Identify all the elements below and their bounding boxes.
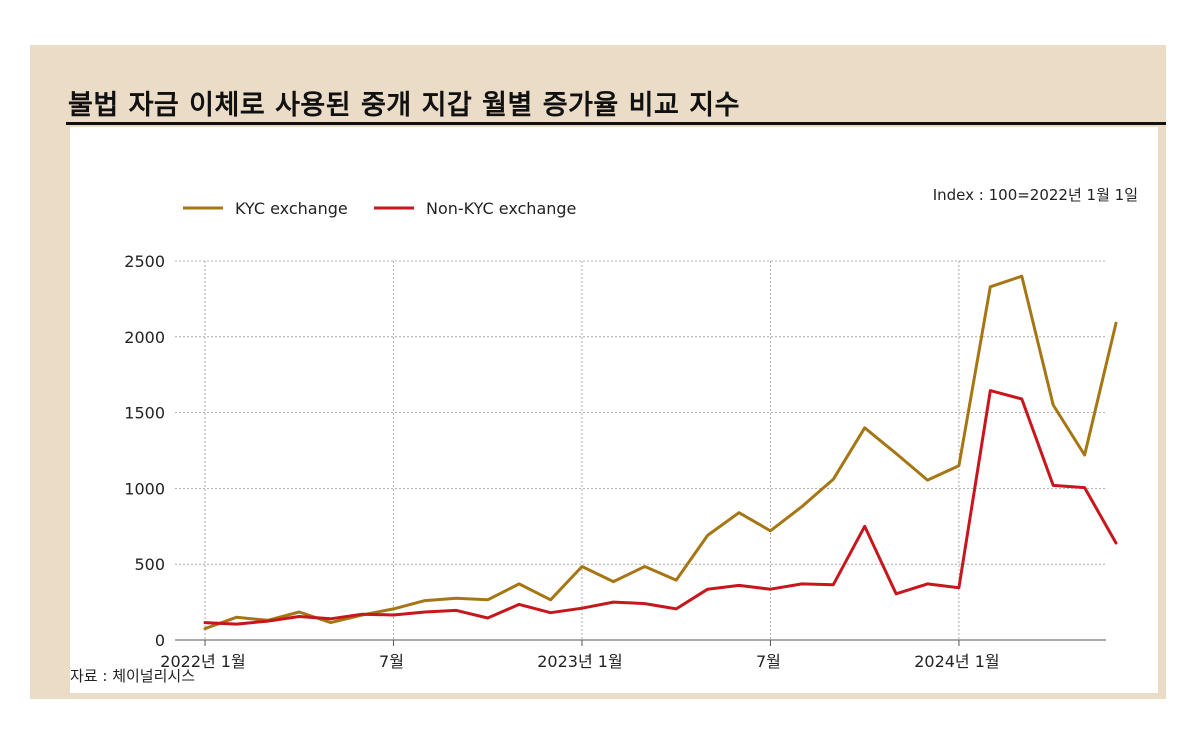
y-tick-label: 2000: [124, 328, 165, 347]
legend-label-non-kyc-exchange: Non-KYC exchange: [426, 199, 576, 218]
legend: KYC exchange Non-KYC exchange: [183, 199, 576, 218]
title-rule: [66, 122, 1166, 125]
x-tick-label: 7월: [379, 652, 404, 671]
legend-label-kyc-exchange: KYC exchange: [235, 199, 348, 218]
gridlines: [175, 260, 1106, 640]
series-line-non-kyc-exchange: [203, 389, 1118, 626]
series-lines: [203, 274, 1118, 631]
plot-panel: 0 500 1000 1500 2000 2500 2022년 1월 7월 2023년 1월 7월…: [70, 127, 1158, 693]
x-tick-label: 2023년 1월: [537, 652, 622, 671]
x-tick-label: 2022년 1월: [160, 652, 245, 671]
x-tick-label: 7월: [756, 652, 781, 671]
y-tick-label: 500: [134, 555, 165, 574]
axes: 0 500 1000 1500 2000 2500 2022년 1월 7월 2023년 1월 7월…: [124, 252, 1106, 671]
y-tick-label: 0: [155, 631, 165, 650]
chart-frame: 불법 자금 이체로 사용된 중개 지갑 월별 증가율 비교 지수 0 500 100…: [30, 45, 1166, 699]
index-note: Index : 100=2022년 1월 1일: [933, 186, 1138, 204]
y-tick-label: 1000: [124, 479, 165, 498]
line-chart: 0 500 1000 1500 2000 2500 2022년 1월 7월 2023년 1월 7월…: [124, 186, 1138, 671]
x-tick-label: 2024년 1월: [914, 652, 999, 671]
y-tick-label: 2500: [124, 252, 165, 271]
source-note: 자료 : 체이널리시스: [70, 667, 195, 685]
y-tick-label: 1500: [124, 404, 165, 423]
chart-title: 불법 자금 이체로 사용된 중개 지갑 월별 증가율 비교 지수: [68, 90, 740, 121]
